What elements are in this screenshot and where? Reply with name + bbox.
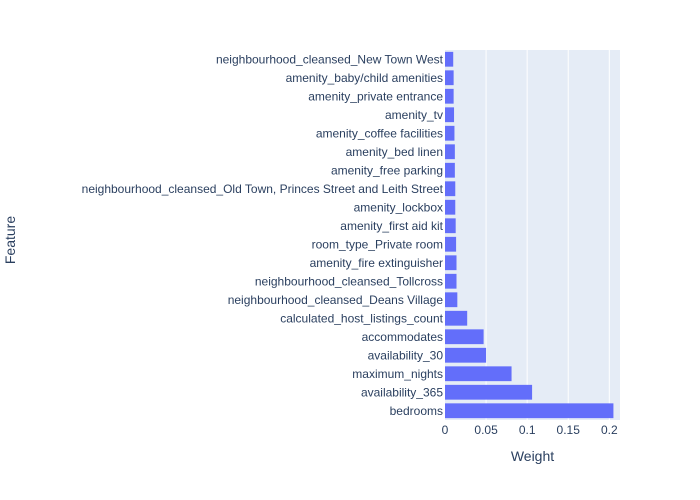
- bar: [445, 329, 484, 345]
- bar: [445, 347, 487, 363]
- bar: [445, 292, 458, 308]
- x-tick-label: 0.15: [557, 423, 581, 437]
- bars: [445, 51, 614, 419]
- bar: [445, 403, 614, 419]
- bar: [445, 88, 454, 104]
- y-tick-labels: bedrooms availability_365 maximum_nights av…: [82, 52, 444, 418]
- x-tick-label: 0.1: [519, 423, 536, 437]
- bar: [445, 70, 454, 86]
- y-tick-label: neighbourhood_cleansed_New Town West: [216, 52, 444, 66]
- y-tick-label: neighbourhood_cleansed_Old Town, Princes…: [82, 182, 444, 196]
- x-tick-label: 0: [442, 423, 449, 437]
- y-tick-label: amenity_coffee facilities: [316, 126, 443, 140]
- y-tick-label: amenity_lockbox: [354, 200, 443, 214]
- x-tick-label: 0.2: [601, 423, 618, 437]
- y-tick-label: availability_30: [368, 348, 444, 362]
- bar: [445, 236, 457, 252]
- y-tick-label: amenity_first aid kit: [340, 219, 443, 233]
- y-tick-label: amenity_bed linen: [346, 145, 443, 159]
- bar: [445, 310, 468, 326]
- bar: [445, 199, 456, 215]
- bar: [445, 181, 456, 197]
- y-tick-label: amenity_tv: [385, 108, 443, 122]
- bar: [445, 384, 533, 400]
- y-tick-label: neighbourhood_cleansed_Tollcross: [255, 274, 443, 288]
- bar: [445, 144, 455, 160]
- y-tick-label: accommodates: [362, 330, 443, 344]
- y-tick-label: room_type_Private room: [312, 237, 443, 251]
- bar: [445, 273, 457, 289]
- bar: [445, 255, 457, 271]
- y-axis-title: Feature: [2, 216, 18, 264]
- x-tick-labels: 0 0.05 0.1 0.15 0.2: [442, 423, 618, 437]
- y-tick-label: amenity_private entrance: [308, 89, 443, 103]
- y-tick-label: amenity_baby/child amenities: [286, 71, 443, 85]
- y-tick-label: bedrooms: [390, 404, 443, 418]
- bar: [445, 125, 455, 141]
- y-tick-label: amenity_fire extinguisher: [310, 256, 443, 270]
- plot-background: [445, 50, 620, 420]
- bar: [445, 162, 455, 178]
- y-tick-label: maximum_nights: [352, 367, 443, 381]
- y-tick-label: availability_365: [361, 385, 443, 399]
- y-tick-label: neighbourhood_cleansed_Deans Village: [228, 293, 444, 307]
- y-tick-label: amenity_free parking: [331, 163, 443, 177]
- bar: [445, 51, 454, 67]
- bar: [445, 218, 456, 234]
- y-tick-label: calculated_host_listings_count: [280, 311, 443, 325]
- x-axis-title: Weight: [511, 448, 554, 464]
- bar: [445, 366, 512, 382]
- bar: [445, 107, 455, 123]
- x-tick-label: 0.05: [474, 423, 498, 437]
